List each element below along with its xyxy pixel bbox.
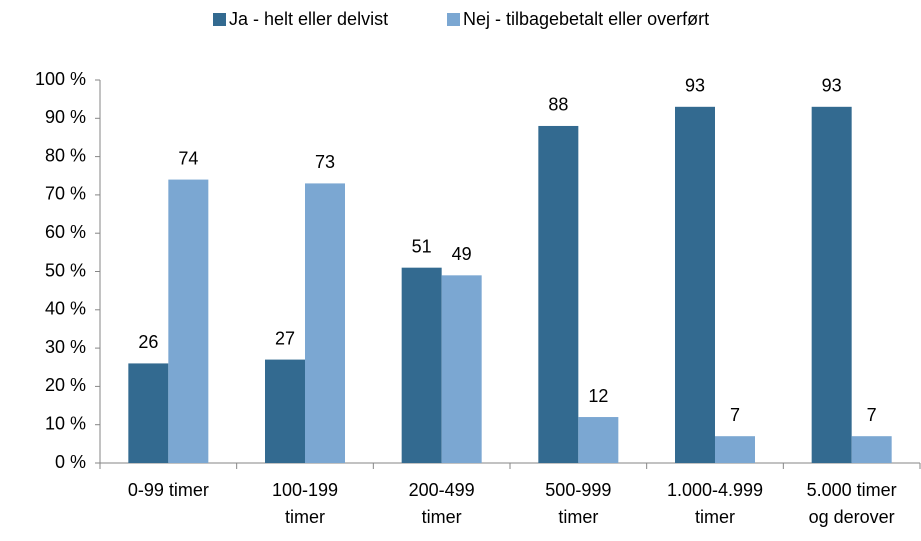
value-label: 51 <box>412 236 432 256</box>
bar <box>675 106 715 463</box>
y-tick-label: 70 % <box>45 184 86 204</box>
bar <box>715 436 755 463</box>
value-label: 74 <box>178 148 198 168</box>
value-label: 27 <box>275 328 295 348</box>
value-label: 7 <box>730 405 740 425</box>
y-tick-label: 50 % <box>45 260 86 280</box>
y-tick-label: 100 % <box>35 69 86 89</box>
bar <box>538 125 579 464</box>
bar <box>401 267 442 463</box>
bar <box>851 436 892 463</box>
bar <box>305 183 345 463</box>
value-label: 49 <box>452 244 472 264</box>
x-tick-label: 5.000 timer og derover <box>806 480 897 527</box>
bar <box>265 359 305 463</box>
y-tick-label: 20 % <box>45 375 86 395</box>
x-tick-label: 100-199 timer <box>271 480 339 527</box>
x-tick-label: 200-499 timer <box>408 480 475 527</box>
y-tick-label: 0 % <box>55 452 86 472</box>
y-tick-label: 40 % <box>45 299 86 319</box>
value-label: 12 <box>588 386 608 406</box>
bar <box>441 275 482 463</box>
y-tick-label: 10 % <box>45 413 86 433</box>
legend-swatch <box>213 13 226 26</box>
y-tick-label: 80 % <box>45 145 86 165</box>
bar <box>811 106 852 463</box>
legend-label: Ja - helt eller delvist <box>229 9 388 29</box>
x-tick-label: 500-999 timer <box>545 480 612 527</box>
y-tick-label: 60 % <box>45 222 86 242</box>
bar <box>578 417 619 463</box>
bar <box>168 179 209 463</box>
value-label: 93 <box>822 76 842 96</box>
value-label: 73 <box>315 152 335 172</box>
value-label: 88 <box>548 95 568 115</box>
x-tick-label: 0-99 timer <box>127 480 209 500</box>
value-label: 26 <box>138 332 158 352</box>
value-label: 7 <box>867 405 877 425</box>
legend-swatch <box>447 13 460 26</box>
legend-label: Nej - tilbagebetalt eller overført <box>463 9 709 29</box>
value-label: 93 <box>685 76 705 96</box>
y-tick-label: 90 % <box>45 107 86 127</box>
bar <box>128 363 169 463</box>
x-tick-label: 1.000-4.999 timer <box>666 480 764 527</box>
y-tick-label: 30 % <box>45 337 86 357</box>
